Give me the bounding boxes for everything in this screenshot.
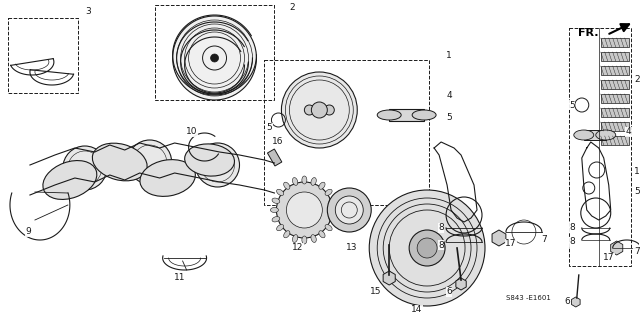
Text: 11: 11 [174, 273, 186, 283]
Circle shape [369, 190, 485, 306]
Ellipse shape [412, 110, 436, 120]
Ellipse shape [574, 130, 594, 140]
Text: 8: 8 [438, 241, 444, 249]
Ellipse shape [284, 231, 290, 238]
Ellipse shape [292, 235, 298, 242]
Circle shape [324, 105, 334, 115]
Ellipse shape [302, 176, 307, 184]
Ellipse shape [330, 207, 339, 212]
Text: 5: 5 [634, 188, 639, 197]
Ellipse shape [325, 225, 332, 231]
Bar [601, 66, 628, 75]
Ellipse shape [43, 160, 97, 199]
Circle shape [287, 192, 323, 228]
Circle shape [311, 102, 327, 118]
Text: 8: 8 [569, 238, 575, 247]
Circle shape [409, 230, 445, 266]
Bar [601, 80, 628, 89]
Ellipse shape [284, 182, 290, 189]
Bar [601, 108, 628, 117]
Text: 4: 4 [626, 128, 632, 137]
Text: 14: 14 [412, 306, 423, 315]
Text: 5: 5 [569, 100, 575, 109]
Ellipse shape [377, 110, 401, 120]
Ellipse shape [140, 160, 195, 197]
Bar [601, 122, 628, 131]
Ellipse shape [329, 198, 337, 204]
Bar [268, 149, 282, 166]
Text: 8: 8 [569, 224, 575, 233]
Text: 2: 2 [289, 4, 295, 12]
Bar [601, 38, 628, 47]
Text: 9: 9 [25, 227, 31, 236]
Ellipse shape [325, 189, 332, 196]
Circle shape [335, 196, 364, 224]
Text: 17: 17 [603, 254, 614, 263]
Bar [8, 18, 78, 93]
Circle shape [327, 188, 371, 232]
Text: 12: 12 [292, 243, 303, 253]
Text: 4: 4 [446, 91, 452, 100]
Circle shape [63, 146, 107, 190]
Ellipse shape [271, 207, 278, 212]
Circle shape [305, 105, 314, 115]
Ellipse shape [311, 178, 316, 185]
Ellipse shape [185, 144, 234, 176]
Text: 15: 15 [369, 287, 381, 296]
Text: 5: 5 [446, 114, 452, 122]
Text: 7: 7 [541, 235, 547, 244]
Text: FR.: FR. [579, 28, 599, 38]
Text: 16: 16 [271, 137, 283, 146]
Ellipse shape [302, 236, 307, 244]
Text: 1: 1 [634, 167, 639, 176]
Ellipse shape [276, 189, 284, 196]
Ellipse shape [319, 231, 325, 238]
Text: 10: 10 [186, 128, 197, 137]
Ellipse shape [276, 225, 284, 231]
Ellipse shape [92, 143, 147, 181]
Bar [601, 52, 628, 61]
Circle shape [282, 72, 357, 148]
Text: 6: 6 [564, 298, 570, 307]
Ellipse shape [292, 178, 298, 185]
Ellipse shape [272, 217, 280, 222]
Bar [584, 130, 605, 140]
Ellipse shape [272, 198, 280, 204]
Ellipse shape [319, 182, 325, 189]
Circle shape [128, 140, 172, 184]
Text: 17: 17 [505, 240, 516, 249]
Bar [389, 109, 424, 121]
Text: 2: 2 [634, 76, 639, 85]
Circle shape [417, 238, 437, 258]
Circle shape [173, 16, 257, 100]
Text: 8: 8 [438, 224, 444, 233]
Text: 7: 7 [634, 248, 639, 256]
Bar [155, 5, 275, 100]
Bar [569, 28, 630, 266]
Bar [601, 94, 628, 103]
Ellipse shape [311, 235, 316, 242]
Circle shape [211, 54, 218, 62]
Text: 13: 13 [346, 243, 357, 253]
Bar [601, 136, 628, 145]
Text: 5: 5 [267, 123, 272, 132]
Text: S843 -E1601: S843 -E1601 [506, 295, 551, 301]
Ellipse shape [329, 217, 337, 222]
Text: 3: 3 [85, 8, 91, 17]
Circle shape [276, 182, 332, 238]
Text: 1: 1 [446, 50, 452, 60]
Ellipse shape [596, 130, 616, 140]
Bar [264, 60, 429, 205]
Circle shape [196, 143, 239, 187]
Text: 6: 6 [446, 287, 452, 296]
